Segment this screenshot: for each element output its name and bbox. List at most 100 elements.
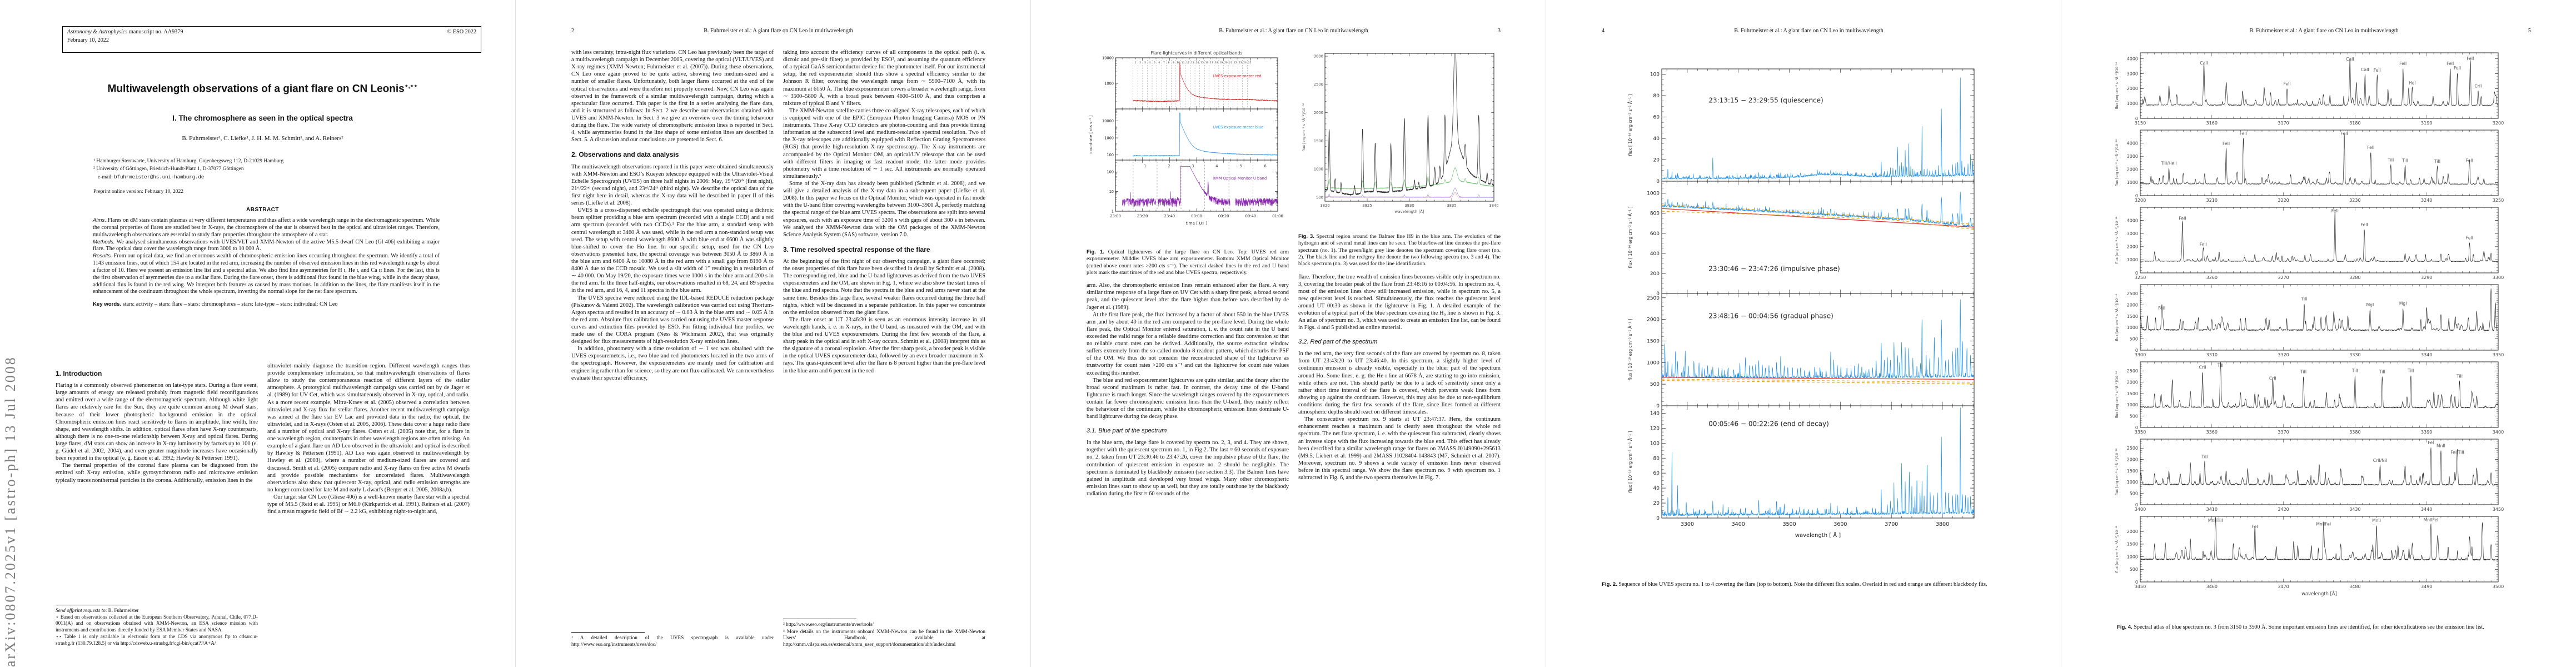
svg-text:3150: 3150 (2135, 121, 2146, 126)
svg-text:3800: 3800 (1936, 521, 1949, 527)
page-number: 5 (2528, 28, 2531, 34)
svg-text:1000: 1000 (1647, 191, 1660, 197)
svg-text:18: 18 (1215, 61, 1218, 64)
journal-name: Astronomy & Astrophysics (67, 29, 128, 35)
svg-text:3825: 3825 (1362, 203, 1372, 208)
svg-text:1000: 1000 (1104, 136, 1114, 141)
svg-text:2: 2 (1139, 61, 1141, 64)
page-1: arXiv:0807.2025v1 [astro-ph] 13 Jul 2008… (0, 0, 515, 667)
paper-title: Multiwavelength observations of a giant … (107, 83, 418, 95)
svg-text:0: 0 (1656, 291, 1660, 297)
svg-text:TiII: TiII (2351, 368, 2358, 373)
page-5: B. Fuhrmeister et al.: A giant flare on … (2061, 0, 2576, 667)
svg-text:2000: 2000 (2127, 245, 2138, 250)
text-column: 3820 3825 3830 3835 3840 500 1000 1500 2000 2500 3… (1298, 49, 1501, 648)
svg-text:1000: 1000 (2127, 257, 2138, 262)
svg-text:MnII: MnII (2437, 443, 2445, 448)
svg-text:20: 20 (1653, 501, 1660, 506)
svg-text:00:05:46 − 00:22:26 (end of de: 00:05:46 − 00:22:26 (end of decay) (1708, 420, 1829, 427)
svg-text:FeII: FeII (2240, 131, 2247, 136)
svg-text:wavelength [Å]: wavelength [Å] (2301, 590, 2337, 596)
svg-text:23:00: 23:00 (1110, 214, 1121, 218)
svg-text:FeII: FeII (2331, 208, 2339, 213)
svg-text:CaII: CaII (2200, 61, 2208, 66)
footnote: ⋆ Based on observations collected at the… (56, 614, 258, 633)
svg-text:CaII: CaII (2361, 67, 2369, 72)
author-list: B. Fuhrmeister¹, C. Liefke¹, J. H. M. M.… (182, 135, 343, 142)
footnotes: ² http://www.eso.org/instruments/uves/to… (783, 619, 985, 648)
svg-text:1500: 1500 (1314, 139, 1323, 143)
svg-text:2500: 2500 (2127, 446, 2138, 451)
footnote: ⋆⋆ Table 1 is only available in electron… (56, 634, 258, 646)
svg-text:0: 0 (2135, 580, 2138, 585)
svg-text:600: 600 (1650, 231, 1660, 237)
svg-text:16: 16 (1205, 61, 1209, 64)
svg-text:3: 3 (1192, 164, 1194, 168)
svg-text:0: 0 (2135, 271, 2138, 276)
svg-text:4000: 4000 (2127, 141, 2138, 146)
svg-text:3390: 3390 (2421, 430, 2432, 435)
svg-text:1500: 1500 (2127, 314, 2138, 319)
svg-text:23:20: 23:20 (1137, 214, 1148, 218)
section-heading: 3.1. Blue part of the spectrum (1087, 427, 1167, 435)
svg-text:3200: 3200 (2493, 121, 2504, 126)
svg-text:1500: 1500 (2127, 391, 2138, 396)
running-title: B. Fuhrmeister et al.: A giant flare on … (1734, 28, 1884, 34)
text-column: Flare lightcurves in different optical b… (1087, 49, 1289, 648)
svg-text:3290: 3290 (2421, 275, 2432, 280)
svg-text:1500: 1500 (2127, 469, 2138, 474)
svg-text:00:20: 00:20 (1218, 214, 1229, 218)
svg-text:00:00: 00:00 (1191, 214, 1202, 218)
svg-text:3000: 3000 (2127, 154, 2138, 159)
footnote: ¹ A detailed description of the UVES spe… (571, 635, 774, 647)
svg-text:FeII: FeII (2367, 145, 2374, 150)
svg-text:1: 1 (1144, 164, 1146, 168)
svg-text:3500: 3500 (1782, 521, 1796, 527)
svg-text:00:40: 00:40 (1245, 214, 1257, 218)
svg-text:15: 15 (1200, 61, 1204, 64)
svg-text:3460: 3460 (2206, 584, 2218, 589)
svg-text:20: 20 (1224, 61, 1228, 64)
svg-text:TiII: TiII (2407, 368, 2414, 373)
svg-text:FeII: FeII (2200, 242, 2207, 247)
svg-text:FeI/TiII: FeI/TiII (2450, 450, 2464, 455)
svg-text:3230: 3230 (2349, 198, 2360, 203)
svg-text:400: 400 (1650, 251, 1660, 257)
svg-text:3240: 3240 (2421, 198, 2432, 203)
svg-text:3000: 3000 (1314, 54, 1323, 58)
svg-text:3300: 3300 (2493, 275, 2504, 280)
svg-text:1000: 1000 (1647, 360, 1660, 366)
page-4: 4 B. Fuhrmeister et al.: A giant flare o… (1546, 0, 2061, 667)
svg-text:1000: 1000 (2127, 325, 2138, 330)
svg-text:MgI: MgI (2366, 302, 2374, 307)
svg-text:40: 40 (1653, 136, 1660, 142)
svg-text:100: 100 (1650, 72, 1660, 78)
figure-1-caption: Fig. 1. Optical lightcurves of the large… (1087, 249, 1289, 276)
svg-text:10000: 10000 (1102, 56, 1114, 60)
svg-text:01:00: 01:00 (1272, 214, 1283, 218)
svg-text:1000: 1000 (2127, 480, 2138, 485)
svg-text:0: 0 (2135, 348, 2138, 353)
svg-text:0: 0 (1656, 179, 1660, 185)
svg-text:3400: 3400 (2493, 430, 2504, 435)
svg-text:FeII: FeII (2454, 66, 2461, 71)
running-title: B. Fuhrmeister et al.: A giant flare on … (1219, 28, 1368, 34)
svg-text:2000: 2000 (2127, 167, 2138, 172)
paragraph: with less certainty, intra-night flux va… (571, 49, 774, 143)
svg-text:4: 4 (1149, 61, 1150, 64)
svg-text:40: 40 (1653, 486, 1660, 491)
svg-text:3840: 3840 (1489, 203, 1498, 208)
svg-text:5: 5 (1154, 61, 1155, 64)
keywords-line: Key words. stars: activity – stars: flar… (93, 301, 338, 308)
figure-2-uves-sequence: 0 20 40 60 80 100 23:13:15 − 23:29:55 (quiesce… (1618, 61, 1990, 553)
paragraph: The consecutive spectrum no. 9 starts at… (1298, 416, 1501, 481)
paragraph: ultraviolet mainly diagnose the transiti… (267, 363, 470, 493)
svg-text:FeII: FeII (2466, 158, 2473, 163)
svg-text:200: 200 (1650, 271, 1660, 277)
svg-text:11: 11 (1182, 61, 1185, 64)
svg-text:1000: 1000 (2127, 554, 2138, 559)
svg-text:10000: 10000 (1102, 119, 1114, 123)
paragraph: The flare onset at UT 23:46:30 is seen a… (783, 316, 985, 374)
page-number: 3 (1497, 28, 1501, 34)
